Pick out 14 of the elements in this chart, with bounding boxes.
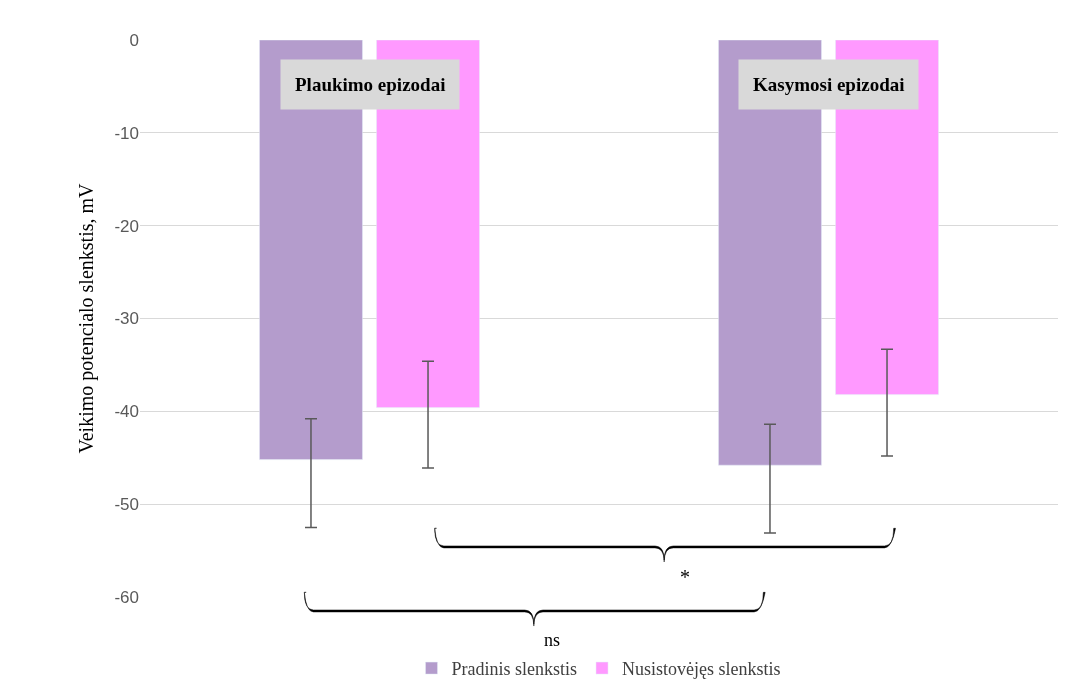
x-tick-label: Plaukimo epizodai <box>295 74 446 95</box>
y-tick-label: -60 <box>114 587 139 607</box>
legend-label: Nusistovėjęs slenkstis <box>622 659 781 680</box>
annotation: * <box>680 566 690 588</box>
y-tick-label: -20 <box>114 216 139 236</box>
x-tick-label: Kasymosi epizodai <box>753 74 905 95</box>
legend-label: Pradinis slenkstis <box>451 659 578 680</box>
y-tick-label: -30 <box>114 309 139 329</box>
y-axis-title: Veikimo potencialo slenkstis, mV <box>74 182 98 454</box>
y-tick-label: -50 <box>114 495 139 515</box>
text: ns <box>544 630 561 650</box>
y-tick-label: 0 <box>129 30 139 50</box>
y-tick-label: -40 <box>114 402 139 422</box>
y-tick-label: -10 <box>114 123 139 143</box>
